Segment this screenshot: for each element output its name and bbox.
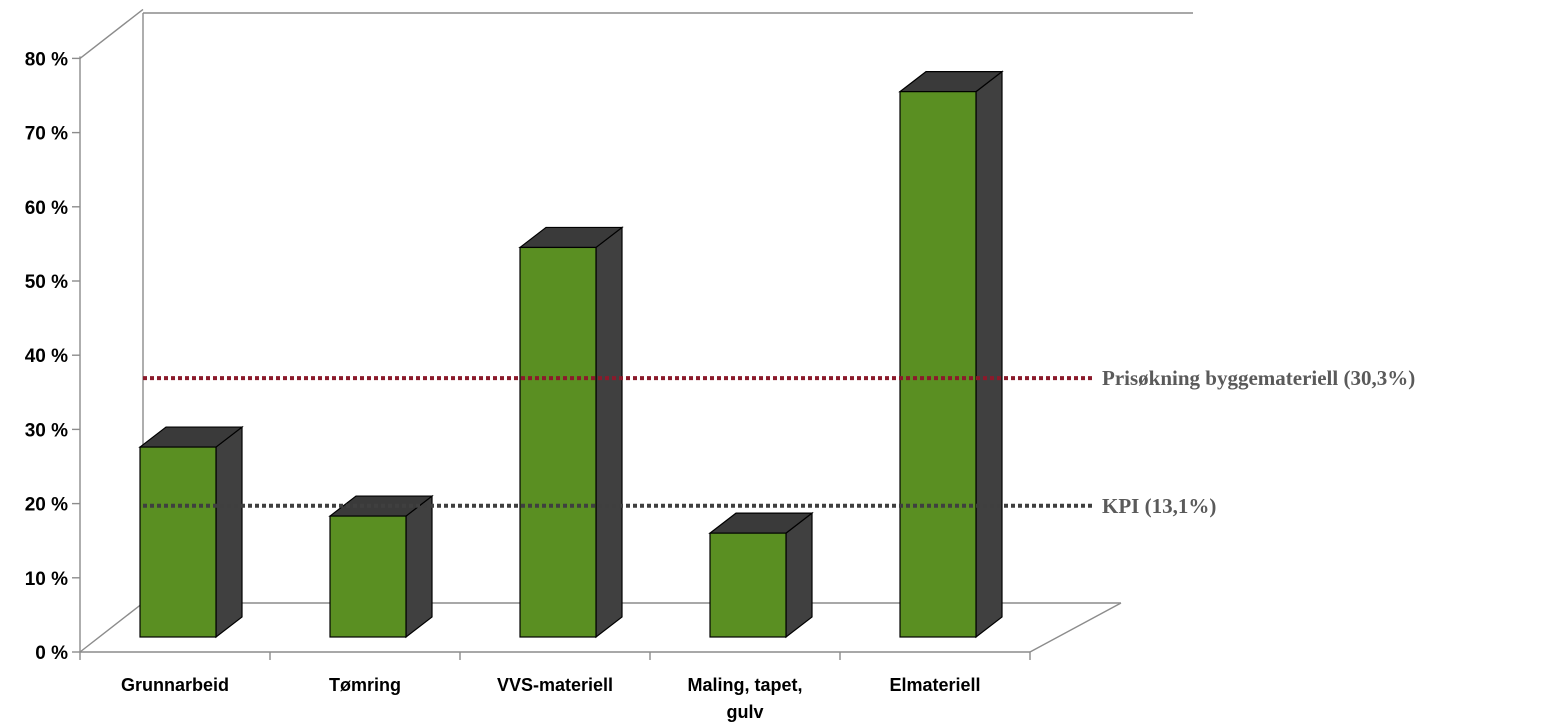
floor-left-edge <box>79 602 144 653</box>
reference-lines: Prisøkning byggemateriell (30,3%) KPI (13… <box>143 366 1415 518</box>
x-tick-label: gulv <box>726 702 763 722</box>
y-tick-label: 40 % <box>25 346 68 367</box>
y-tick-label: 80 % <box>25 49 68 70</box>
y-tick-label: 30 % <box>25 420 68 441</box>
x-tick-label: Elmateriell <box>889 675 980 695</box>
y-tick-label: 50 % <box>25 272 68 293</box>
x-tick-label: Tømring <box>329 675 401 695</box>
y-tick-label: 70 % <box>25 124 68 145</box>
bar-side <box>215 425 243 639</box>
bar-series <box>138 70 1004 639</box>
y-tick-label: 20 % <box>25 495 68 516</box>
bar-front <box>139 446 217 638</box>
x-axis: Grunnarbeid Tømring VVS-materiell Maling, t… <box>79 652 1031 722</box>
bar <box>328 494 434 639</box>
y-tick-label: 60 % <box>25 198 68 219</box>
bar-side <box>975 70 1003 639</box>
reference-line-label: KPI (13,1%) <box>1102 494 1216 518</box>
bar <box>708 511 814 639</box>
bar-front <box>899 91 977 638</box>
bar <box>898 70 1004 639</box>
y-tick-label: 0 % <box>35 643 68 664</box>
bar-front <box>329 515 407 638</box>
bar-side <box>785 511 813 639</box>
bar-side <box>405 494 433 639</box>
x-tick-label: Grunnarbeid <box>121 675 229 695</box>
bar <box>518 226 624 639</box>
bar <box>138 425 244 639</box>
reference-line-label: Prisøkning byggemateriell (30,3%) <box>1102 366 1415 390</box>
x-tick-label: VVS-materiell <box>497 675 613 695</box>
floor-right-edge <box>1029 602 1122 653</box>
side-wall-top-edge <box>79 8 144 59</box>
chart-walls <box>79 8 1193 653</box>
bar-side <box>595 226 623 639</box>
x-tick-label: Maling, tapet, <box>687 675 802 695</box>
bar-front <box>519 246 597 638</box>
y-tick-label: 10 % <box>25 569 68 590</box>
y-axis: 0 % 10 % 20 % 30 % 40 % 50 % 60 % 70 % 80 % <box>25 49 80 664</box>
bar-front <box>709 532 787 638</box>
